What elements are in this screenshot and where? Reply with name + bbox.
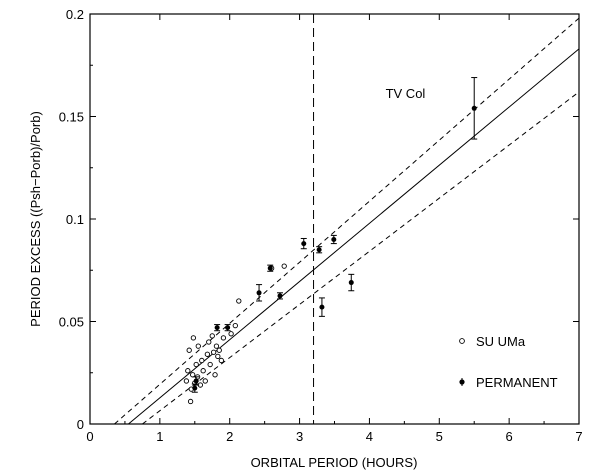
su-uma-point [193,361,199,368]
y-tick-label: 0.05 [59,315,84,330]
su-uma-point [183,378,190,384]
permanent-point [319,304,325,310]
permanent-point [331,237,337,242]
permanent-point [225,325,231,331]
fit-line-solid [128,48,579,424]
x-axis-label: ORBITAL PERIOD (HOURS) [251,455,418,470]
annotation-label: TV Col [386,86,426,101]
permanent-point [316,247,322,253]
su-uma-point [216,347,222,353]
su-uma-point [236,298,242,304]
su-uma-point [281,263,287,269]
su-uma-point [202,378,208,384]
permanent-point [193,378,199,384]
su-uma-point [186,347,192,353]
y-tick-label: 0.15 [59,110,84,125]
y-tick-label: 0.1 [66,212,84,227]
permanent-point [348,280,354,286]
su-uma-point [187,398,194,405]
su-uma-point [218,357,224,364]
x-tick-label: 1 [156,429,163,444]
fit-line-dashed [114,17,579,424]
su-uma-point [232,322,238,329]
permanent-point [192,385,198,391]
fit-lines [114,17,579,424]
legend-label: SU UMa [476,334,526,349]
legend-label: PERMANENT [476,375,558,390]
su-uma-point [215,353,221,359]
su-uma-point [190,335,197,341]
permanent-point [277,293,283,299]
x-tick-label: 5 [436,429,443,444]
x-tick-label: 2 [226,429,233,444]
su-uma-point [228,331,234,337]
su-uma-point [212,372,218,378]
y-tick-label: 0.2 [66,7,84,22]
permanent-point [214,325,220,331]
x-tick-label: 3 [296,429,303,444]
x-tick-label: 0 [86,429,93,444]
permanent-point [301,241,307,247]
su-uma-point [207,361,213,368]
permanent-point [267,265,273,271]
permanent-point [256,290,262,296]
fit-line-dashed [142,91,579,424]
x-tick-label: 4 [366,429,373,444]
x-tick-label: 6 [506,429,513,444]
y-tick-label: 0 [77,417,84,432]
y-axis-label: PERIOD EXCESS ((Psh−Porb)/Porb) [28,111,43,327]
su-uma-point [209,333,215,339]
su-uma-point [195,343,201,349]
su-uma-point [185,368,191,374]
su-uma-point [206,339,212,345]
plot-frame [89,13,580,425]
legend-marker-filled [459,379,465,385]
legend-marker-open [459,338,465,344]
x-tick-label: 7 [575,429,582,444]
su-uma-point [199,357,205,364]
su-uma-point [190,372,196,378]
su-uma-point [200,368,206,374]
permanent-point [471,105,477,111]
su-uma-point [204,351,211,357]
su-uma-point [213,343,220,349]
su-uma-point [210,349,217,355]
su-uma-point [220,335,227,341]
